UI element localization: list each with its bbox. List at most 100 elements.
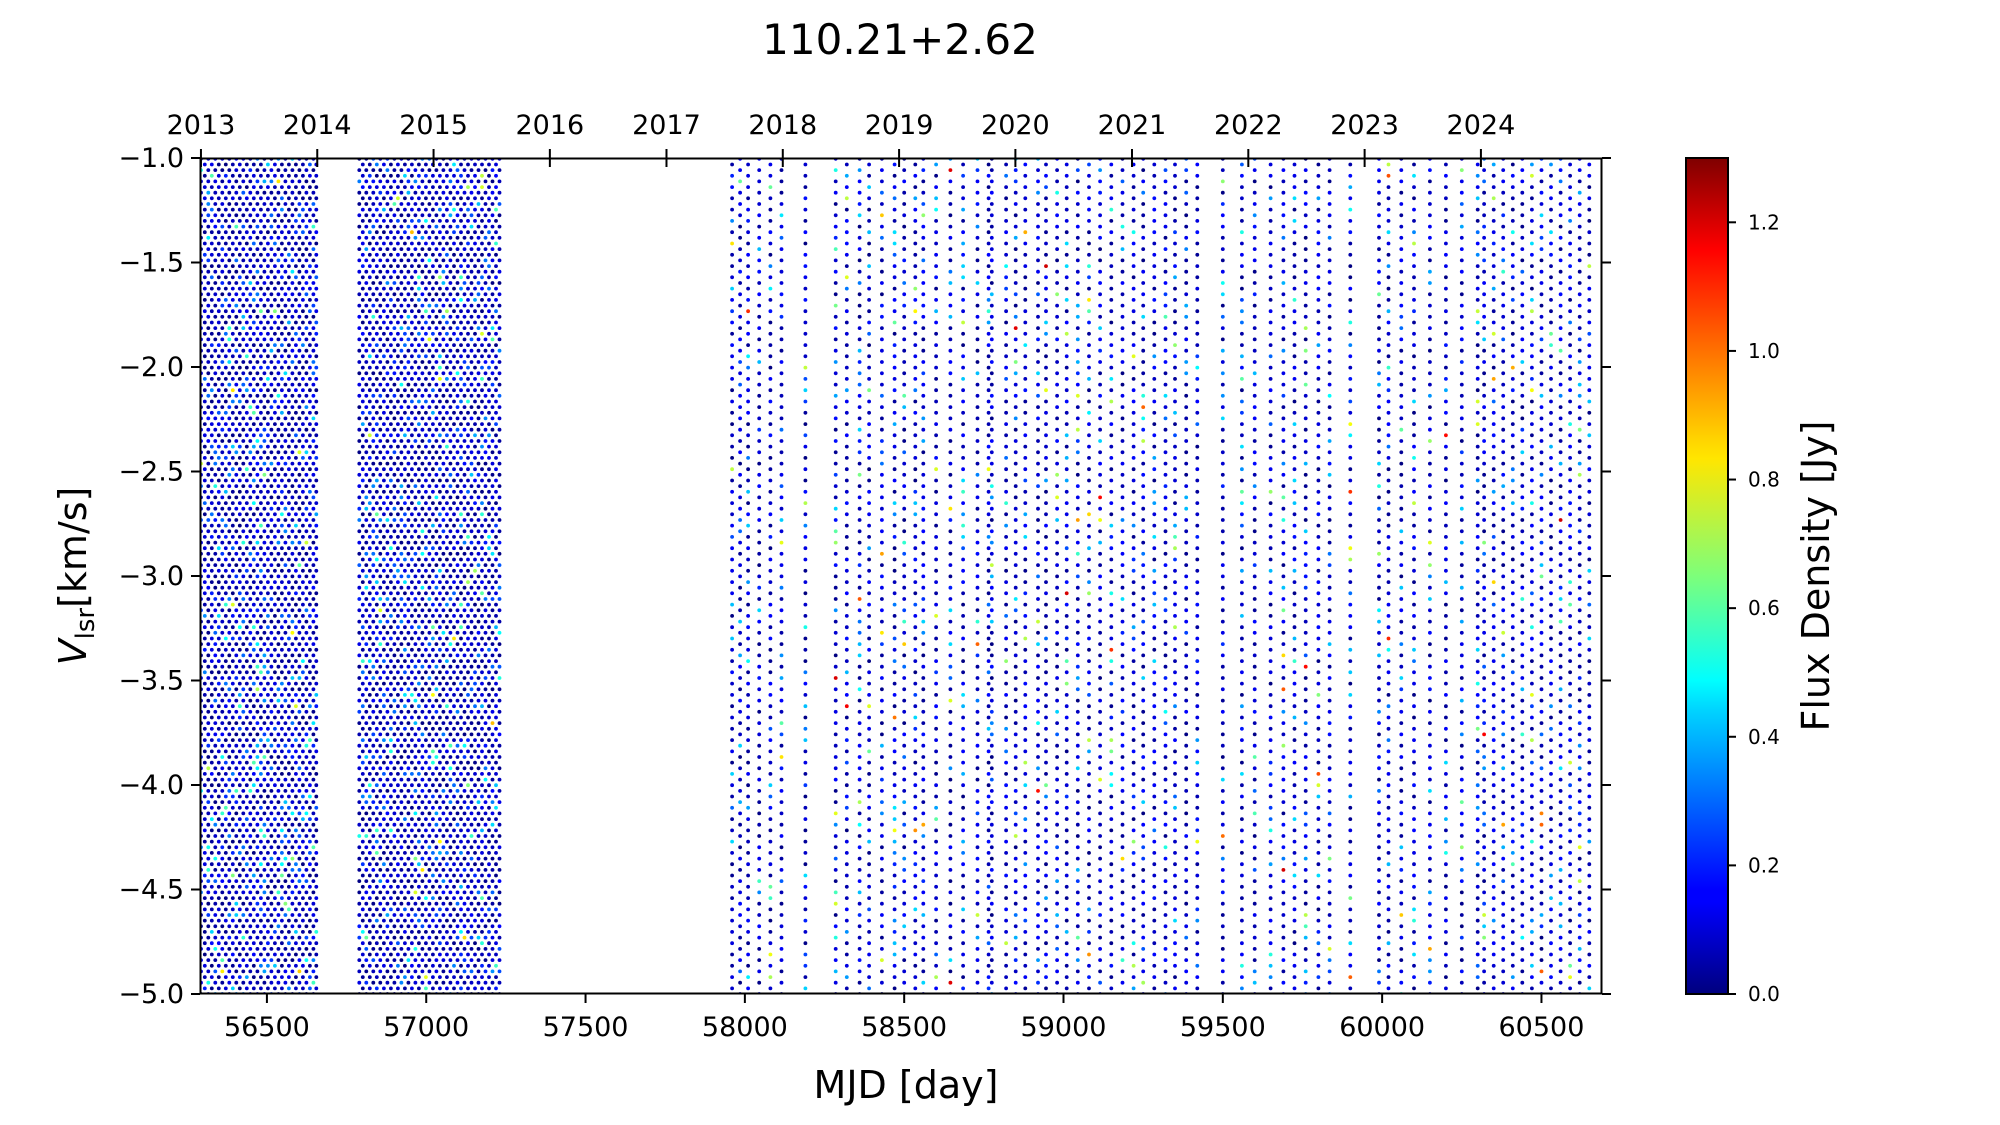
data-point xyxy=(220,687,225,692)
data-point xyxy=(396,738,400,742)
data-point xyxy=(396,410,400,415)
data-point xyxy=(223,647,228,652)
data-point xyxy=(382,986,386,991)
data-point xyxy=(297,597,302,601)
data-point xyxy=(392,811,397,816)
data-point xyxy=(410,952,414,957)
data-point xyxy=(266,365,270,370)
data-point xyxy=(441,382,446,387)
data-point xyxy=(308,422,312,426)
data-point xyxy=(276,743,281,748)
data-point xyxy=(220,608,225,613)
data-point xyxy=(417,918,421,923)
data-point xyxy=(371,179,376,184)
data-point xyxy=(294,952,298,957)
data-point xyxy=(420,676,425,680)
data-point xyxy=(259,388,263,393)
data-point xyxy=(255,789,260,793)
data-point xyxy=(223,659,228,663)
data-point xyxy=(269,890,274,895)
data-point xyxy=(399,450,404,455)
data-point xyxy=(382,749,386,754)
data-point xyxy=(445,907,449,912)
data-point xyxy=(406,213,411,218)
data-point xyxy=(287,252,291,257)
data-point xyxy=(413,901,418,906)
data-point xyxy=(266,535,270,539)
data-point xyxy=(403,557,407,562)
data-point xyxy=(237,963,242,968)
data-point xyxy=(417,252,421,257)
data-point xyxy=(424,693,428,697)
data-point xyxy=(290,326,295,330)
data-point xyxy=(206,687,211,692)
data-point xyxy=(280,388,284,393)
data-point xyxy=(287,817,291,821)
data-point xyxy=(304,371,309,376)
data-point xyxy=(364,890,369,895)
data-point xyxy=(438,772,442,776)
data-point xyxy=(378,439,383,443)
data-point xyxy=(273,343,277,347)
data-point xyxy=(304,416,309,421)
data-point xyxy=(276,258,281,263)
data-point xyxy=(251,309,256,314)
data-point xyxy=(441,281,446,285)
data-point xyxy=(374,873,379,878)
data-point xyxy=(459,185,463,190)
data-point xyxy=(206,281,211,285)
data-point xyxy=(371,879,376,883)
data-point xyxy=(357,202,362,206)
data-point xyxy=(230,851,235,855)
data-point xyxy=(441,235,446,240)
data-point xyxy=(455,506,460,511)
data-point xyxy=(413,439,418,443)
data-point xyxy=(227,303,232,308)
data-point xyxy=(244,173,249,178)
data-point xyxy=(367,907,372,912)
data-point xyxy=(431,896,435,900)
data-point xyxy=(273,196,277,201)
data-point xyxy=(424,591,428,596)
data-point xyxy=(378,980,383,985)
data-point xyxy=(374,343,379,347)
data-point xyxy=(308,851,312,855)
data-point xyxy=(382,907,386,912)
data-point xyxy=(367,173,372,178)
data-point xyxy=(378,630,383,635)
data-point xyxy=(459,817,463,821)
data-point xyxy=(227,755,232,759)
data-point xyxy=(220,755,225,759)
data-point xyxy=(459,693,463,697)
data-point xyxy=(280,952,284,957)
data-point xyxy=(273,738,277,742)
data-point xyxy=(420,924,425,929)
data-point xyxy=(410,320,414,325)
data-point xyxy=(431,986,435,991)
data-point xyxy=(314,918,319,923)
data-point xyxy=(273,501,277,505)
data-point xyxy=(392,664,397,669)
data-point xyxy=(290,337,295,342)
data-point xyxy=(216,704,221,709)
data-point xyxy=(431,230,435,235)
data-point xyxy=(403,331,407,336)
data-point xyxy=(357,371,362,376)
data-point xyxy=(392,969,397,974)
data-point xyxy=(427,721,432,725)
data-point xyxy=(389,173,393,178)
data-point xyxy=(244,467,249,472)
data-point xyxy=(445,636,449,641)
data-point xyxy=(385,901,390,906)
data-point xyxy=(417,557,421,562)
data-point xyxy=(420,789,425,793)
data-point xyxy=(424,399,428,404)
data-point xyxy=(237,726,242,731)
data-point xyxy=(382,320,386,325)
data-point xyxy=(287,275,291,280)
data-point xyxy=(385,868,390,872)
data-point xyxy=(251,839,256,844)
data-point xyxy=(389,794,393,799)
data-point xyxy=(251,952,256,957)
data-point xyxy=(403,636,407,641)
